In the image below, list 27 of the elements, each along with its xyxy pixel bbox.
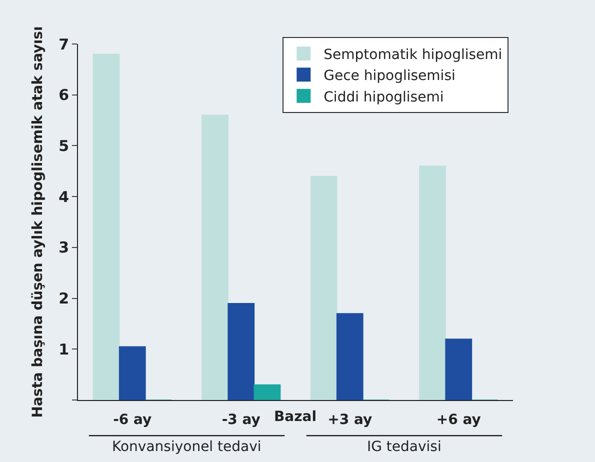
legend-label: Gece hipoglisemisi — [324, 68, 456, 84]
text: Bazal — [274, 409, 317, 425]
x-tick-label: +3 ay — [328, 412, 372, 428]
bar — [336, 313, 364, 400]
bar — [419, 166, 446, 400]
y-tick-label: 7 — [58, 35, 69, 54]
legend-label: Semptomatik hipoglisemi — [324, 46, 502, 63]
y-tick-label: 6 — [58, 86, 69, 104]
y-tick-label: 3 — [58, 238, 69, 257]
bar — [254, 384, 281, 400]
text: Konvansiyonel tedavi — [112, 439, 262, 455]
text: IG tedavisi — [367, 439, 442, 455]
legend-label: Ciddi hipoglisemi — [324, 89, 444, 106]
y-axis-title: Hasta başına düşen aylık hipoglisemik atak sayısı — [30, 26, 46, 418]
bar — [202, 114, 228, 400]
y-tick-label: 2 — [58, 290, 69, 308]
bar — [445, 338, 472, 400]
bar — [118, 346, 146, 400]
x-tick-label: -3 ay — [222, 412, 260, 428]
bar — [310, 176, 338, 400]
x-tick-label: -6 ay — [113, 412, 152, 428]
x-tick-label: +6 ay — [436, 412, 481, 428]
y-tick-label: 4 — [58, 188, 69, 206]
y-tick-label: 5 — [58, 136, 69, 155]
bar — [92, 54, 120, 400]
bar — [228, 302, 255, 400]
y-tick-label: 1 — [58, 340, 69, 358]
